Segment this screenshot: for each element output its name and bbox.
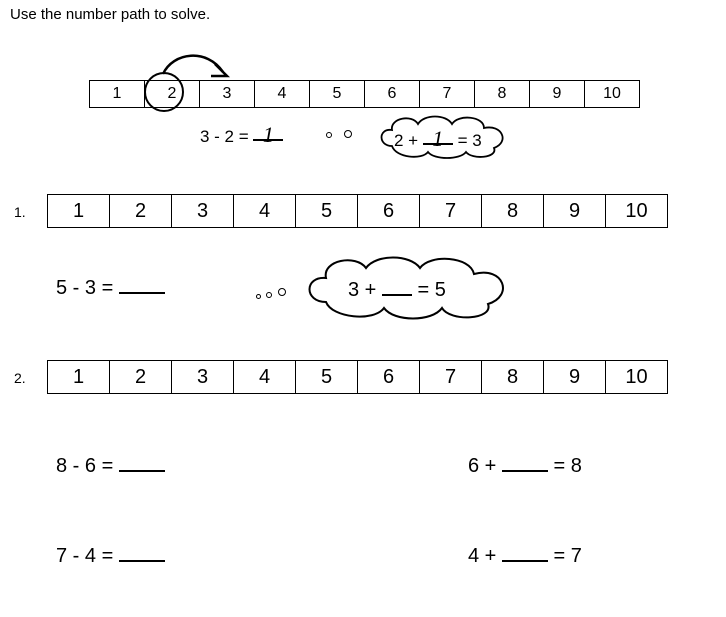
p2-cell: 9 bbox=[543, 360, 606, 394]
p1-thought-cloud: 3 + = 5 bbox=[298, 252, 528, 322]
p1-cell: 2 bbox=[109, 194, 172, 228]
example-cell: 9 bbox=[529, 80, 585, 108]
eq-text: 7 - 4 = bbox=[56, 545, 119, 567]
p2-number-path: 1 2 3 4 5 6 7 8 9 10 bbox=[48, 360, 668, 394]
p1-cell: 6 bbox=[357, 194, 420, 228]
answer-blank[interactable]: 1 bbox=[253, 122, 283, 141]
eq-text: = 8 bbox=[548, 455, 582, 477]
eq-text: 4 + bbox=[468, 545, 502, 567]
answer-blank[interactable] bbox=[119, 450, 165, 472]
thought-dot bbox=[278, 288, 286, 296]
p2-cell: 5 bbox=[295, 360, 358, 394]
p1-cell: 7 bbox=[419, 194, 482, 228]
example-cloud-eq: 2 + 1 = 3 bbox=[394, 126, 482, 151]
example-jump-arrow bbox=[155, 48, 245, 84]
thought-dot bbox=[256, 294, 261, 299]
p2-eq1-left: 8 - 6 = bbox=[56, 450, 165, 478]
eq-text: = 3 bbox=[453, 131, 482, 150]
p2-cell: 3 bbox=[171, 360, 234, 394]
p1-number-path: 1 2 3 4 5 6 7 8 9 10 bbox=[48, 194, 668, 228]
thought-dot bbox=[266, 292, 272, 298]
worksheet-page: Use the number path to solve. 1 2 3 4 5 … bbox=[0, 0, 726, 617]
eq-text: 3 - 2 = bbox=[200, 127, 253, 146]
example-cell: 5 bbox=[309, 80, 365, 108]
p1-subtraction-eq: 5 - 3 = bbox=[56, 272, 165, 300]
p2-eq2-left: 7 - 4 = bbox=[56, 540, 165, 568]
p1-cell: 9 bbox=[543, 194, 606, 228]
eq-text: = 7 bbox=[548, 545, 582, 567]
example-cell: 7 bbox=[419, 80, 475, 108]
p2-cell: 10 bbox=[605, 360, 668, 394]
example-cell: 6 bbox=[364, 80, 420, 108]
example-thought-cloud: 2 + 1 = 3 bbox=[372, 112, 522, 160]
example-cell: 3 bbox=[199, 80, 255, 108]
example-cell: 4 bbox=[254, 80, 310, 108]
p2-eq2-right: 4 + = 7 bbox=[468, 540, 582, 568]
p1-cell: 4 bbox=[233, 194, 296, 228]
problem-2-label: 2. bbox=[14, 370, 26, 386]
p1-cell: 8 bbox=[481, 194, 544, 228]
answer-blank[interactable] bbox=[382, 274, 412, 296]
example-cell: 1 bbox=[89, 80, 145, 108]
example-cloud-answer: 1 bbox=[432, 126, 443, 151]
p2-cell: 7 bbox=[419, 360, 482, 394]
eq-text: 6 + bbox=[468, 455, 502, 477]
eq-text: 3 + bbox=[348, 279, 382, 301]
eq-text: 2 + bbox=[394, 131, 423, 150]
p1-cell: 1 bbox=[47, 194, 110, 228]
example-cell: 8 bbox=[474, 80, 530, 108]
p2-cell: 8 bbox=[481, 360, 544, 394]
p2-eq1-right: 6 + = 8 bbox=[468, 450, 582, 478]
p1-cloud-eq: 3 + = 5 bbox=[348, 274, 446, 302]
p1-cell: 3 bbox=[171, 194, 234, 228]
p2-cell: 2 bbox=[109, 360, 172, 394]
problem-1-label: 1. bbox=[14, 204, 26, 220]
p2-cell: 1 bbox=[47, 360, 110, 394]
eq-text: = 5 bbox=[412, 279, 446, 301]
p1-cell: 10 bbox=[605, 194, 668, 228]
instruction-text: Use the number path to solve. bbox=[10, 6, 210, 23]
example-answer: 1 bbox=[263, 122, 274, 147]
thought-dot bbox=[344, 130, 352, 138]
p1-cell: 5 bbox=[295, 194, 358, 228]
answer-blank[interactable] bbox=[502, 450, 548, 472]
answer-blank[interactable] bbox=[119, 272, 165, 294]
p2-cell: 6 bbox=[357, 360, 420, 394]
example-subtraction-eq: 3 - 2 = 1 bbox=[200, 122, 283, 147]
answer-blank[interactable]: 1 bbox=[423, 126, 453, 145]
answer-blank[interactable] bbox=[502, 540, 548, 562]
example-cell: 10 bbox=[584, 80, 640, 108]
eq-text: 5 - 3 = bbox=[56, 277, 119, 299]
thought-dot bbox=[326, 132, 332, 138]
p2-cell: 4 bbox=[233, 360, 296, 394]
answer-blank[interactable] bbox=[119, 540, 165, 562]
eq-text: 8 - 6 = bbox=[56, 455, 119, 477]
